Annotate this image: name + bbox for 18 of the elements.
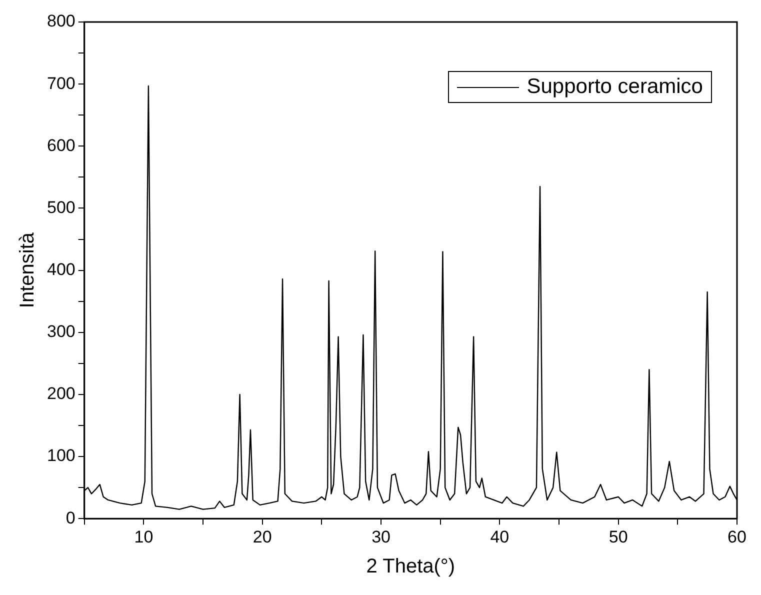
y-tick-label: 300 bbox=[46, 322, 76, 342]
y-tick-label: 200 bbox=[46, 384, 76, 404]
y-tick-label: 400 bbox=[46, 260, 76, 279]
x-axis-title: 2 Theta(°) bbox=[366, 556, 456, 578]
y-tick-label: 700 bbox=[46, 74, 76, 93]
y-tick-label: 800 bbox=[46, 12, 76, 31]
x-tick-label: 20 bbox=[252, 527, 272, 546]
legend-label: Supporto ceramico bbox=[526, 75, 703, 99]
x-tick-label: 40 bbox=[490, 527, 510, 546]
x-tick-label: 30 bbox=[372, 527, 390, 546]
x-tick-label: 50 bbox=[608, 527, 628, 546]
x-tick-label: 10 bbox=[134, 527, 154, 546]
y-tick-label: 600 bbox=[46, 136, 76, 155]
y-axis-title: Intensità bbox=[16, 232, 39, 308]
x-tick-label: 60 bbox=[728, 527, 746, 546]
y-tick-label: 100 bbox=[46, 446, 76, 466]
y-tick-label: 0 bbox=[66, 508, 76, 528]
y-tick-label: 500 bbox=[46, 198, 76, 217]
